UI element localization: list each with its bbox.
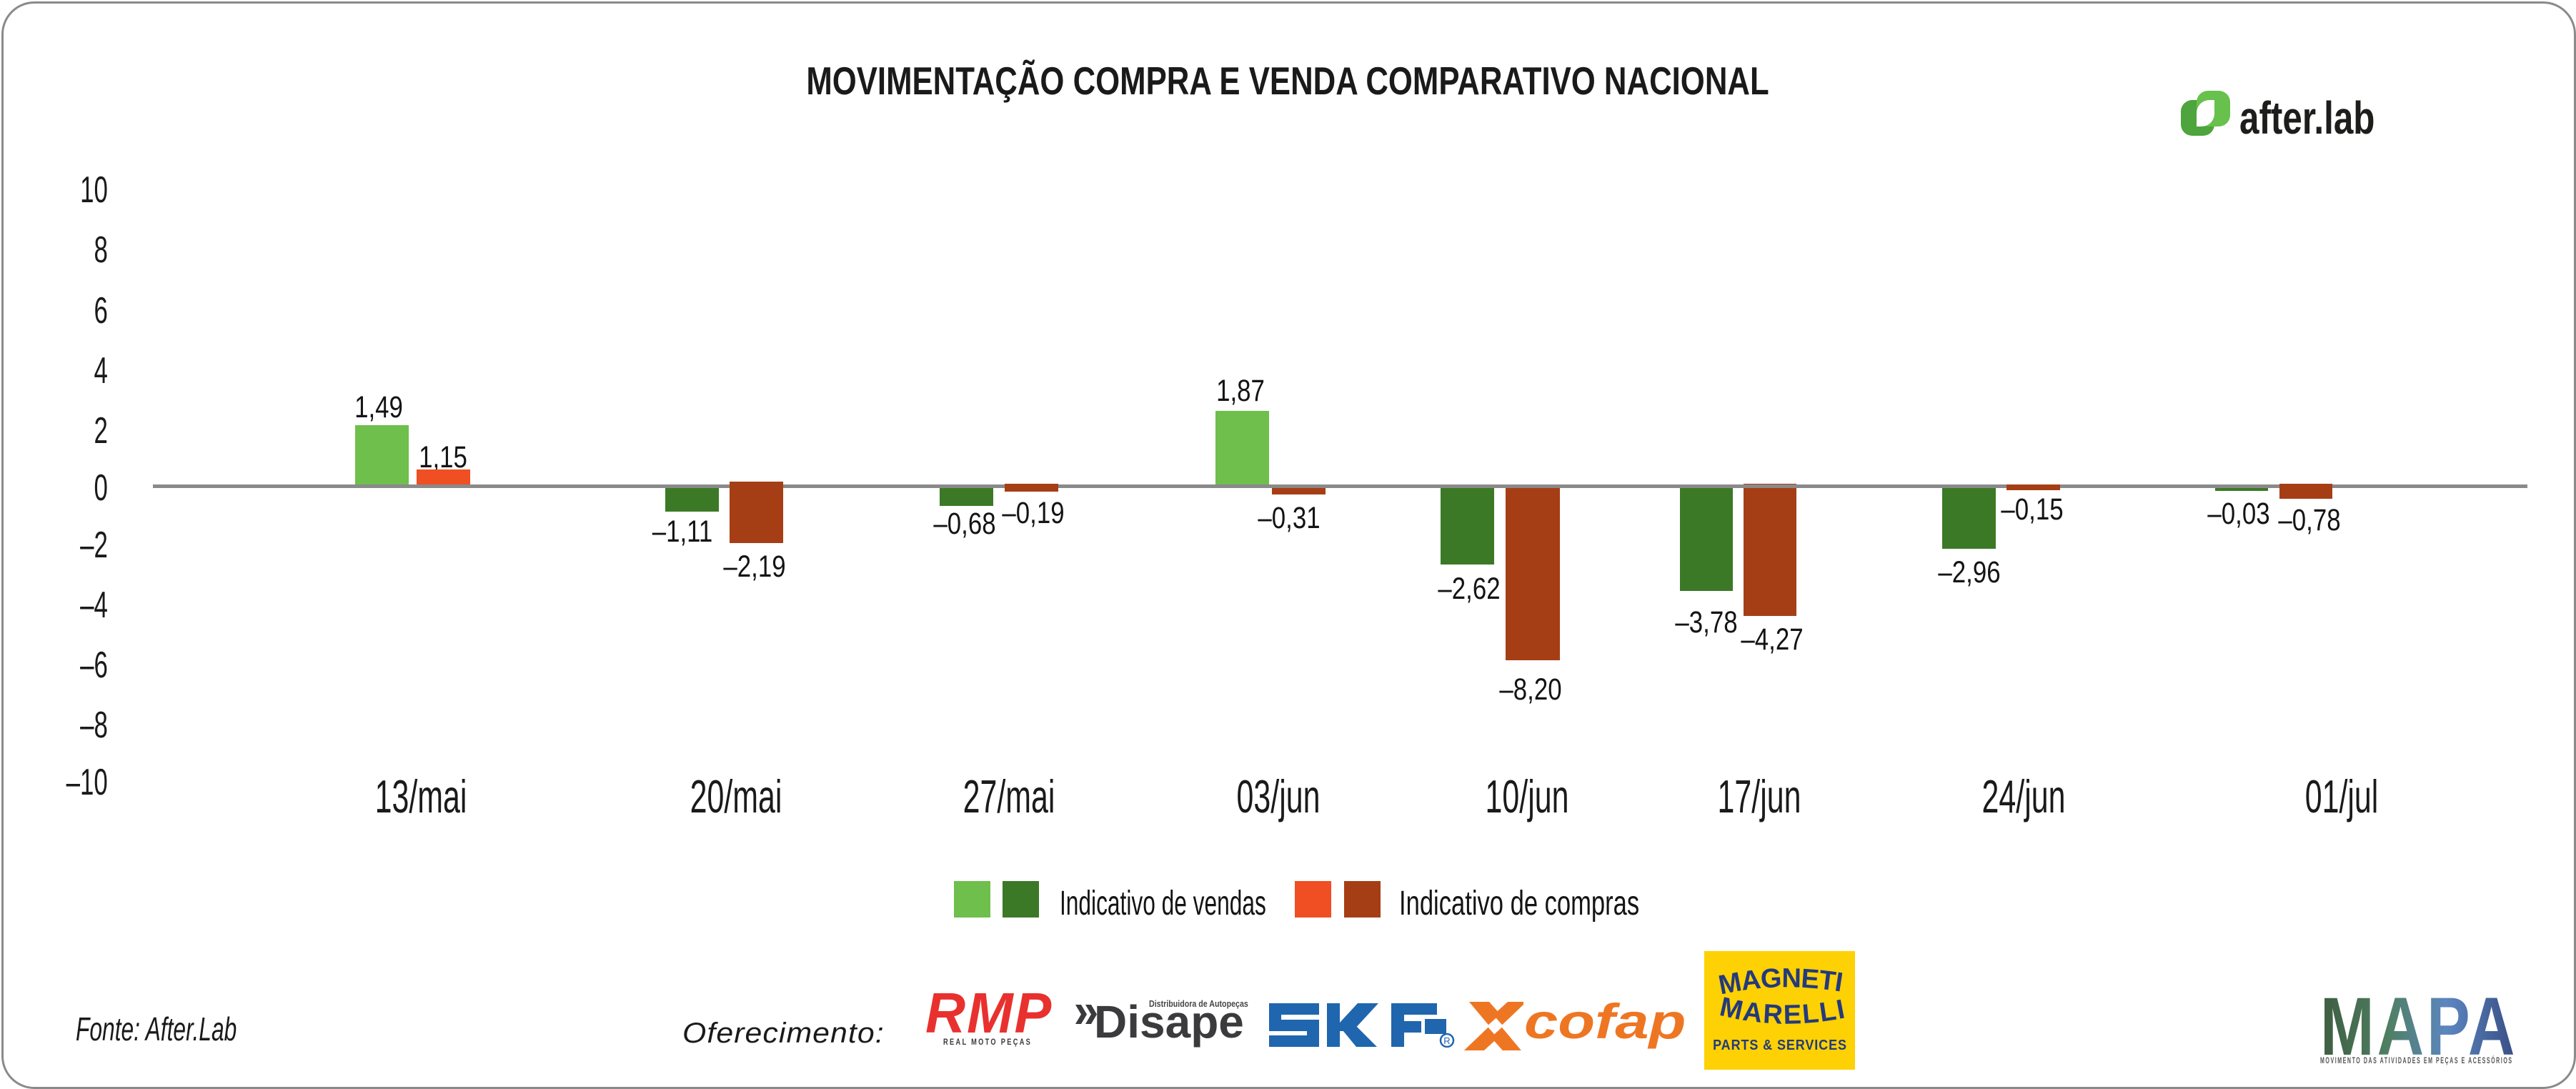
svg-text:R: R — [1443, 1035, 1450, 1046]
svg-text:MARELLI: MARELLI — [1717, 992, 1847, 1030]
svg-text:MAPA: MAPA — [2320, 993, 2513, 1057]
